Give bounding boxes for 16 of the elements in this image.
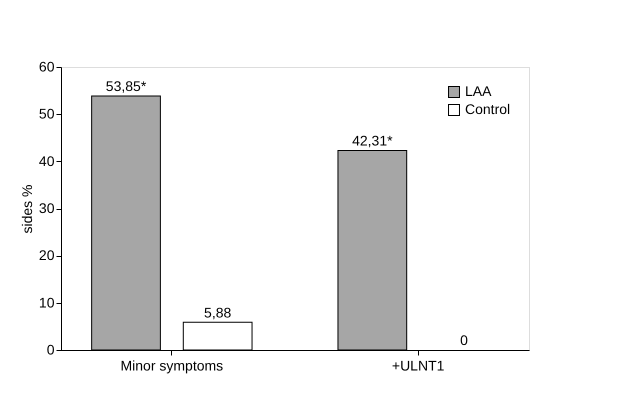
y-tick-label: 30 bbox=[38, 200, 55, 216]
x-tick-label: +ULNT1 bbox=[392, 358, 445, 374]
data-label: 53,85* bbox=[106, 78, 147, 94]
y-axis-title: sides % bbox=[18, 184, 35, 234]
y-tick-label: 50 bbox=[38, 106, 55, 122]
legend-label: LAA bbox=[465, 83, 492, 99]
data-label: 5,88 bbox=[204, 304, 232, 320]
legend-label: Control bbox=[465, 101, 510, 117]
y-tick-label: 10 bbox=[38, 294, 55, 310]
x-tick-label: Minor symptoms bbox=[120, 358, 224, 374]
data-label: 42,31* bbox=[352, 132, 394, 148]
y-tick-label: 40 bbox=[38, 152, 55, 169]
data-label: 0 bbox=[460, 332, 468, 348]
y-tick-label: 20 bbox=[38, 247, 55, 264]
y-tick-label: 60 bbox=[38, 58, 55, 74]
y-tick-label: 0 bbox=[46, 342, 55, 358]
